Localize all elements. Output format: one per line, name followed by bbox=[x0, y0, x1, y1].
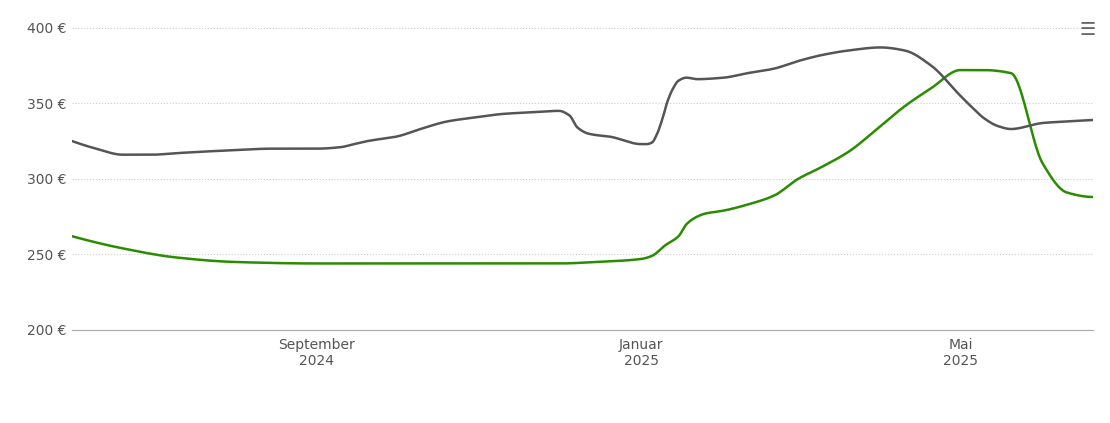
Text: ☰: ☰ bbox=[1079, 21, 1096, 39]
